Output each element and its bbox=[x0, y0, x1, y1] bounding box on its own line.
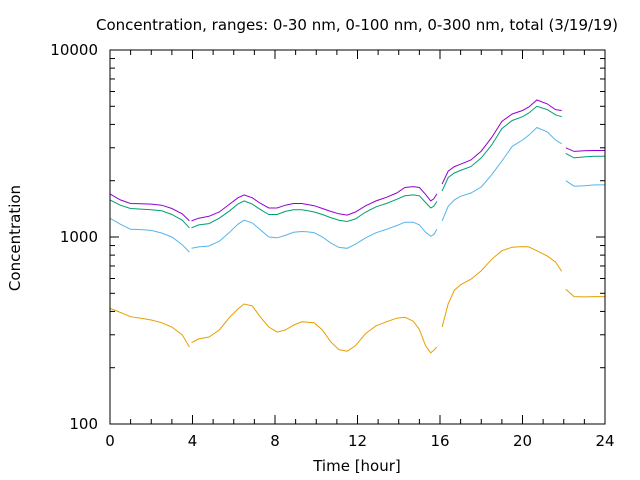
series-2-segment-3-line bbox=[441, 126, 562, 222]
axes: 0 4 8 12 16 20 24 100 1000 10000 bbox=[50, 41, 614, 450]
series-1-segment-3-line bbox=[441, 246, 563, 328]
series-4-segment-4-line bbox=[565, 147, 605, 152]
series-2-segment-1-line bbox=[109, 217, 190, 253]
series-3-segment-4-line bbox=[565, 152, 605, 159]
plot-area bbox=[109, 99, 605, 354]
series-2-segment-4-line bbox=[565, 180, 605, 187]
x-axis-label: Time [hour] bbox=[312, 457, 401, 475]
series-4-segment-3-line bbox=[441, 99, 562, 185]
chart-title: Concentration, ranges: 0-30 nm, 0-100 nm… bbox=[96, 16, 618, 34]
x-tick-label: 20 bbox=[513, 432, 532, 450]
series-4-segment-2-line bbox=[191, 186, 438, 222]
x-tick-label: 0 bbox=[105, 432, 115, 450]
y-axis-label: Concentration bbox=[6, 185, 24, 291]
y-tick-label: 10000 bbox=[50, 41, 98, 59]
series-3-segment-2-line bbox=[191, 194, 438, 229]
y-tick-label: 1000 bbox=[60, 228, 98, 246]
x-tick-label: 24 bbox=[595, 432, 614, 450]
series-4-segment-1-line bbox=[109, 193, 190, 222]
x-tick-label: 4 bbox=[188, 432, 198, 450]
series-3-segment-1-line bbox=[109, 199, 190, 229]
x-tick-label: 8 bbox=[270, 432, 280, 450]
series-3-segment-3-line bbox=[441, 105, 562, 192]
series-1-segment-1-line bbox=[109, 307, 190, 348]
series-1-segment-4-line bbox=[565, 288, 605, 298]
series-2-segment-2-line bbox=[191, 219, 438, 249]
series-1-segment-2-line bbox=[191, 303, 438, 354]
y-tick-label: 100 bbox=[69, 415, 98, 433]
plot-frame bbox=[109, 49, 606, 425]
x-tick-label: 12 bbox=[348, 432, 367, 450]
x-tick-label: 16 bbox=[430, 432, 449, 450]
